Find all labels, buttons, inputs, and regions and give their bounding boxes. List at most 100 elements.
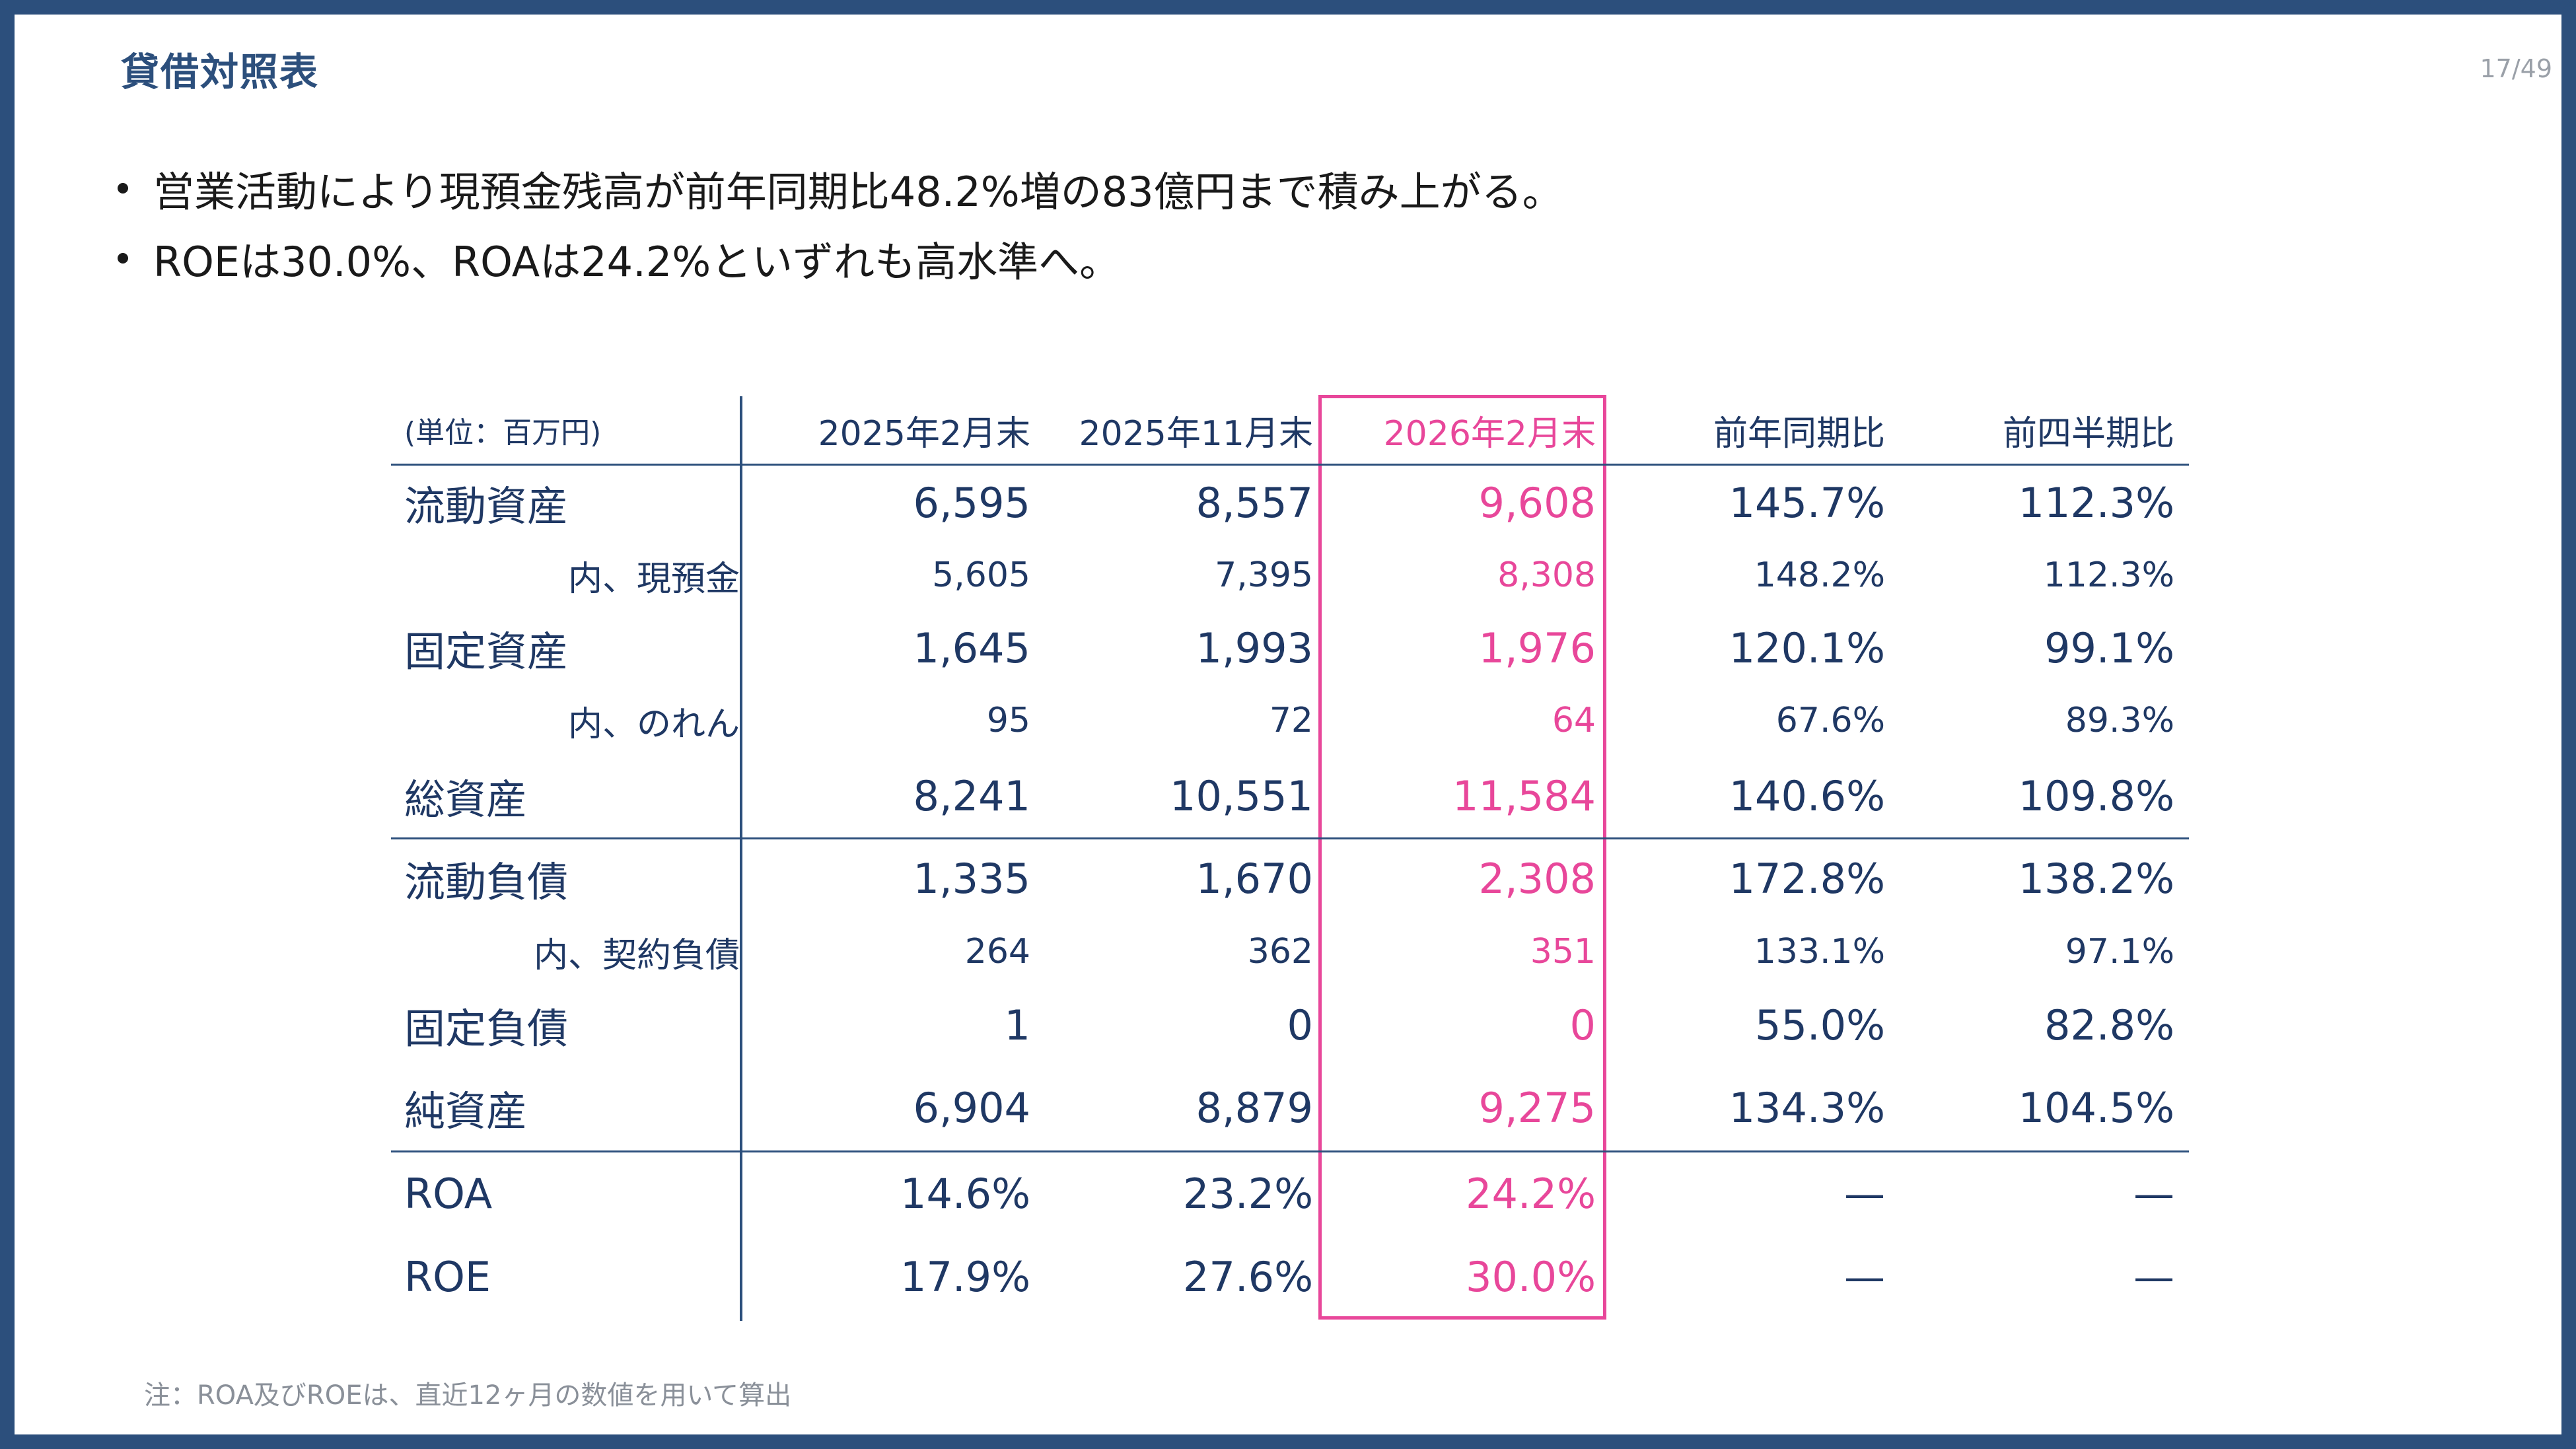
row-label: 内、契約負債 bbox=[533, 935, 740, 975]
table-cell: 55.0% bbox=[1755, 1001, 1885, 1049]
table-cell: 1 bbox=[1004, 1001, 1030, 1049]
table-cell-highlighted: 30.0% bbox=[1466, 1252, 1596, 1301]
bullet-dot-icon bbox=[118, 253, 128, 264]
table-row: 固定負債 1 0 0 55.0% 82.8% bbox=[391, 985, 2189, 1065]
table-cell: 112.3% bbox=[2043, 555, 2174, 595]
table-cell: 362 bbox=[1247, 932, 1313, 972]
table-cell: 14.6% bbox=[900, 1169, 1030, 1218]
column-header: 2025年11月末 bbox=[1079, 413, 1313, 454]
row-label: 固定資産 bbox=[404, 627, 569, 676]
balance-sheet-table: (単位：百万円) 2025年2月末 2025年11月末 2026年2月末 前年同… bbox=[391, 395, 2189, 1321]
table-cell: 1,335 bbox=[913, 854, 1031, 903]
table-cell: 5,605 bbox=[932, 555, 1030, 595]
table-cell-highlighted: 24.2% bbox=[1466, 1169, 1596, 1218]
bullet-text: 営業活動により現預金残高が前年同期比48.2%増の83億円まで積み上がる。 bbox=[153, 168, 1563, 216]
table-cell-highlighted: 9,275 bbox=[1478, 1083, 1596, 1132]
table-cell: 99.1% bbox=[2044, 623, 2174, 672]
table-cell: 89.3% bbox=[2065, 701, 2174, 740]
table-cell: 148.2% bbox=[1754, 555, 1885, 595]
table-row: 固定資産 1,645 1,993 1,976 120.1% 99.1% bbox=[391, 609, 2189, 687]
table-row: 流動負債 1,335 1,670 2,308 172.8% 138.2% bbox=[391, 839, 2189, 918]
table-cell: 1,670 bbox=[1196, 854, 1314, 903]
table-cell: 112.3% bbox=[2018, 478, 2174, 527]
table-cell: 138.2% bbox=[2018, 854, 2174, 903]
section-divider-liabilities bbox=[391, 1150, 2189, 1152]
bullet-text: ROEは30.0%、ROAは24.2%といずれも高水準へ。 bbox=[153, 238, 1121, 286]
table-cell: 7,395 bbox=[1215, 555, 1313, 595]
row-label: 固定負債 bbox=[404, 1005, 569, 1053]
table-cell: 67.6% bbox=[1775, 701, 1885, 740]
row-label: 流動負債 bbox=[404, 858, 569, 906]
row-label: 流動資産 bbox=[404, 482, 569, 530]
column-divider bbox=[740, 396, 742, 1321]
table-cell: 0 bbox=[1287, 1001, 1313, 1049]
footnote: 注：ROA及びROEは、直近12ヶ月の数値を用いて算出 bbox=[144, 1380, 792, 1411]
row-label: 内、のれん bbox=[567, 704, 740, 744]
table-row: 内、現預金 5,605 7,395 8,308 148.2% 112.3% bbox=[391, 542, 2189, 609]
table-cell: 97.1% bbox=[2065, 932, 2174, 972]
table-cell-highlighted: 351 bbox=[1530, 932, 1596, 972]
table-cell: 23.2% bbox=[1183, 1169, 1313, 1218]
table-cell: 1,993 bbox=[1196, 623, 1314, 672]
row-label: 総資産 bbox=[404, 775, 528, 824]
table-row: 内、契約負債 264 362 351 133.1% 97.1% bbox=[391, 918, 2189, 985]
row-label: 内、現預金 bbox=[567, 559, 740, 599]
table-cell-highlighted: 2,308 bbox=[1478, 854, 1596, 903]
header-divider bbox=[391, 464, 2189, 466]
table-cell: 8,241 bbox=[913, 771, 1031, 820]
table-cell-highlighted: 64 bbox=[1552, 701, 1596, 740]
column-header: 前四半期比 bbox=[2002, 413, 2174, 454]
table-row: 内、のれん 95 72 64 67.6% 89.3% bbox=[391, 687, 2189, 754]
table-cell: 6,904 bbox=[913, 1083, 1031, 1132]
table-cell: — bbox=[2133, 1169, 2174, 1218]
bullet-list: 営業活動により現預金残高が前年同期比48.2%増の83億円まで積み上がる。 RO… bbox=[118, 153, 1563, 293]
column-header: 前年同期比 bbox=[1713, 413, 1885, 454]
highlight-column-box bbox=[1318, 395, 1606, 1320]
table-cell: 8,879 bbox=[1196, 1083, 1314, 1132]
table-cell: 109.8% bbox=[2018, 771, 2174, 820]
table-row: 総資産 8,241 10,551 11,584 140.6% 109.8% bbox=[391, 754, 2189, 837]
bullet-item: ROEは30.0%、ROAは24.2%といずれも高水準へ。 bbox=[118, 223, 1563, 293]
table-row: ROA 14.6% 23.2% 24.2% — — bbox=[391, 1152, 2189, 1235]
bullet-item: 営業活動により現預金残高が前年同期比48.2%増の83億円まで積み上がる。 bbox=[118, 153, 1563, 223]
unit-label: (単位：百万円) bbox=[404, 416, 602, 450]
row-label: ROA bbox=[404, 1169, 493, 1218]
table-cell: 140.6% bbox=[1729, 771, 1885, 820]
section-divider-assets bbox=[391, 837, 2189, 839]
column-header-highlighted: 2026年2月末 bbox=[1383, 413, 1596, 454]
table-cell: 172.8% bbox=[1729, 854, 1885, 903]
table-header-row: (単位：百万円) 2025年2月末 2025年11月末 2026年2月末 前年同… bbox=[391, 396, 2189, 464]
column-header: 2025年2月末 bbox=[818, 413, 1030, 454]
table-cell: 264 bbox=[964, 932, 1030, 972]
row-label: 純資産 bbox=[404, 1087, 528, 1135]
table-cell: 27.6% bbox=[1183, 1252, 1313, 1301]
table-cell: 8,557 bbox=[1196, 478, 1314, 527]
table-cell: 145.7% bbox=[1729, 478, 1885, 527]
table-cell-highlighted: 9,608 bbox=[1478, 478, 1596, 527]
table-cell: 104.5% bbox=[2018, 1083, 2174, 1132]
page-number: 17/49 bbox=[2480, 54, 2552, 83]
table-cell: — bbox=[2133, 1252, 2174, 1301]
row-label: ROE bbox=[404, 1252, 491, 1301]
table-cell: 95 bbox=[986, 701, 1030, 740]
table-cell: 6,595 bbox=[913, 478, 1031, 527]
table-cell: 72 bbox=[1269, 701, 1313, 740]
table-cell: — bbox=[1844, 1169, 1885, 1218]
bullet-dot-icon bbox=[118, 183, 128, 194]
table-cell: 120.1% bbox=[1729, 623, 1885, 672]
table-row: ROE 17.9% 27.6% 30.0% — — bbox=[391, 1235, 2189, 1318]
table-cell: 1,645 bbox=[913, 623, 1031, 672]
table-cell: — bbox=[1844, 1252, 1885, 1301]
table-cell-highlighted: 11,584 bbox=[1452, 771, 1596, 820]
page-title: 貸借対照表 bbox=[121, 50, 320, 94]
table-cell-highlighted: 1,976 bbox=[1478, 623, 1596, 672]
table-cell-highlighted: 8,308 bbox=[1497, 555, 1596, 595]
table-row: 流動資産 6,595 8,557 9,608 145.7% 112.3% bbox=[391, 464, 2189, 542]
table-row: 純資産 6,904 8,879 9,275 134.3% 104.5% bbox=[391, 1065, 2189, 1150]
table-cell: 10,551 bbox=[1170, 771, 1313, 820]
table-cell: 134.3% bbox=[1729, 1083, 1885, 1132]
table-cell: 82.8% bbox=[2044, 1001, 2174, 1049]
table-cell: 17.9% bbox=[900, 1252, 1030, 1301]
table-cell-highlighted: 0 bbox=[1569, 1001, 1596, 1049]
